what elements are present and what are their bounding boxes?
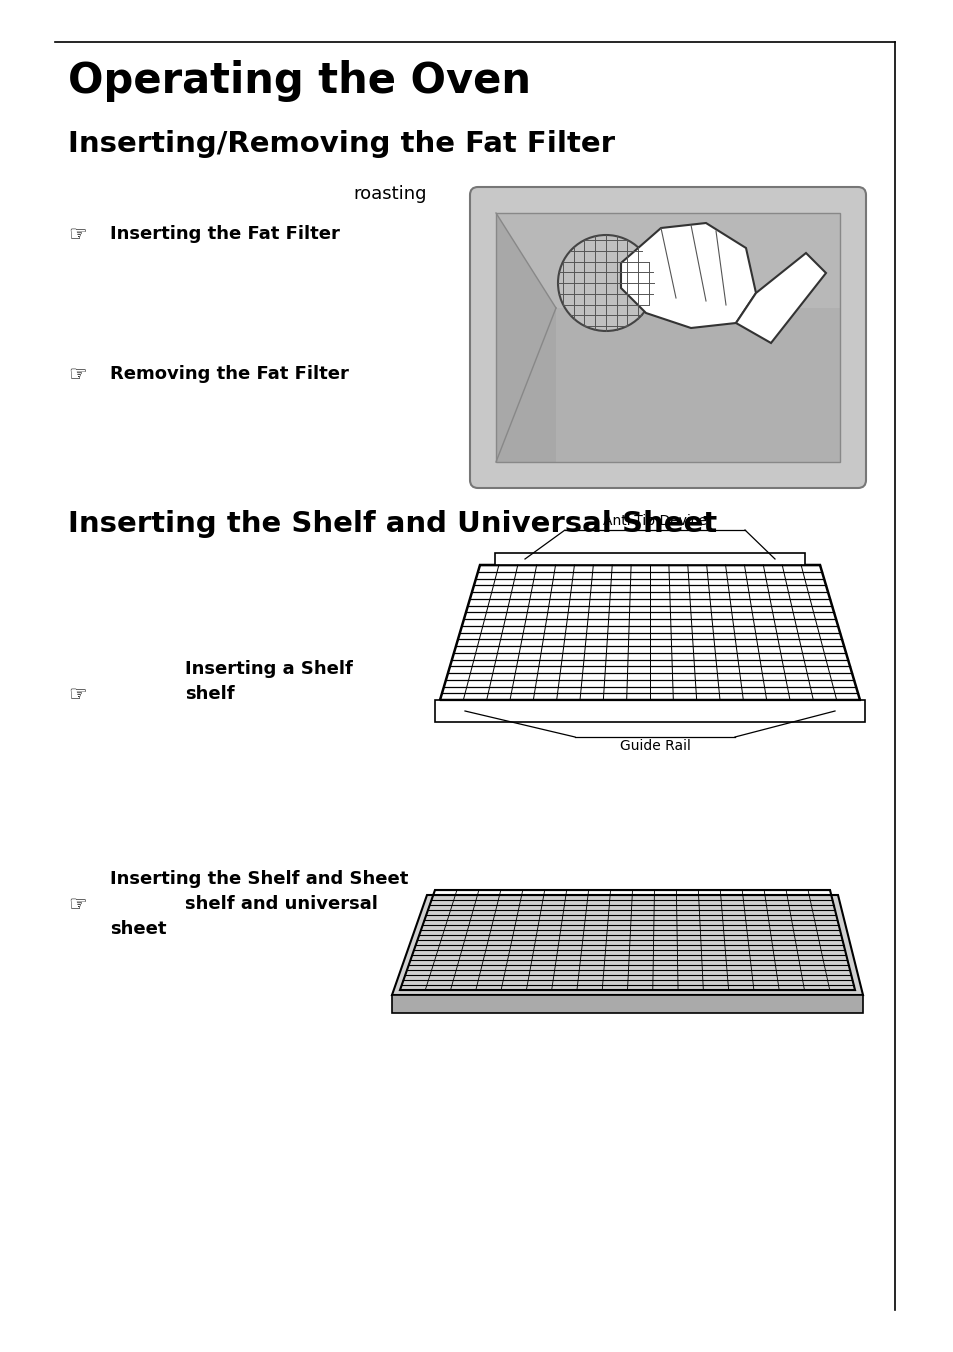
Text: ☞: ☞ — [68, 895, 87, 915]
Text: Removing the Fat Filter: Removing the Fat Filter — [110, 365, 349, 383]
Bar — [495, 553, 804, 565]
Text: Inserting the Shelf and Sheet: Inserting the Shelf and Sheet — [110, 869, 408, 888]
Text: Operating the Oven: Operating the Oven — [68, 59, 531, 101]
Text: roasting: roasting — [353, 185, 426, 203]
Text: shelf: shelf — [185, 685, 234, 703]
FancyBboxPatch shape — [470, 187, 865, 488]
Polygon shape — [735, 253, 825, 343]
Text: Anti-Tip Device: Anti-Tip Device — [602, 514, 706, 529]
Polygon shape — [620, 223, 755, 329]
Text: ☞: ☞ — [68, 365, 87, 385]
Polygon shape — [439, 565, 859, 700]
Polygon shape — [556, 308, 840, 462]
Text: sheet: sheet — [110, 919, 167, 938]
Polygon shape — [392, 895, 862, 995]
Bar — [496, 214, 840, 462]
Text: Inserting the Fat Filter: Inserting the Fat Filter — [110, 224, 339, 243]
Circle shape — [558, 235, 654, 331]
Text: Guide Rail: Guide Rail — [618, 740, 690, 753]
Text: shelf and universal: shelf and universal — [185, 895, 377, 913]
Polygon shape — [496, 214, 556, 462]
FancyBboxPatch shape — [496, 214, 840, 308]
Bar — [435, 700, 864, 722]
Text: Inserting/Removing the Fat Filter: Inserting/Removing the Fat Filter — [68, 130, 615, 158]
Polygon shape — [392, 995, 862, 1013]
Text: Inserting the Shelf and Universal Sheet: Inserting the Shelf and Universal Sheet — [68, 510, 717, 538]
Text: Inserting a Shelf: Inserting a Shelf — [185, 660, 353, 677]
Text: ☞: ☞ — [68, 224, 87, 245]
Text: ☞: ☞ — [68, 685, 87, 704]
